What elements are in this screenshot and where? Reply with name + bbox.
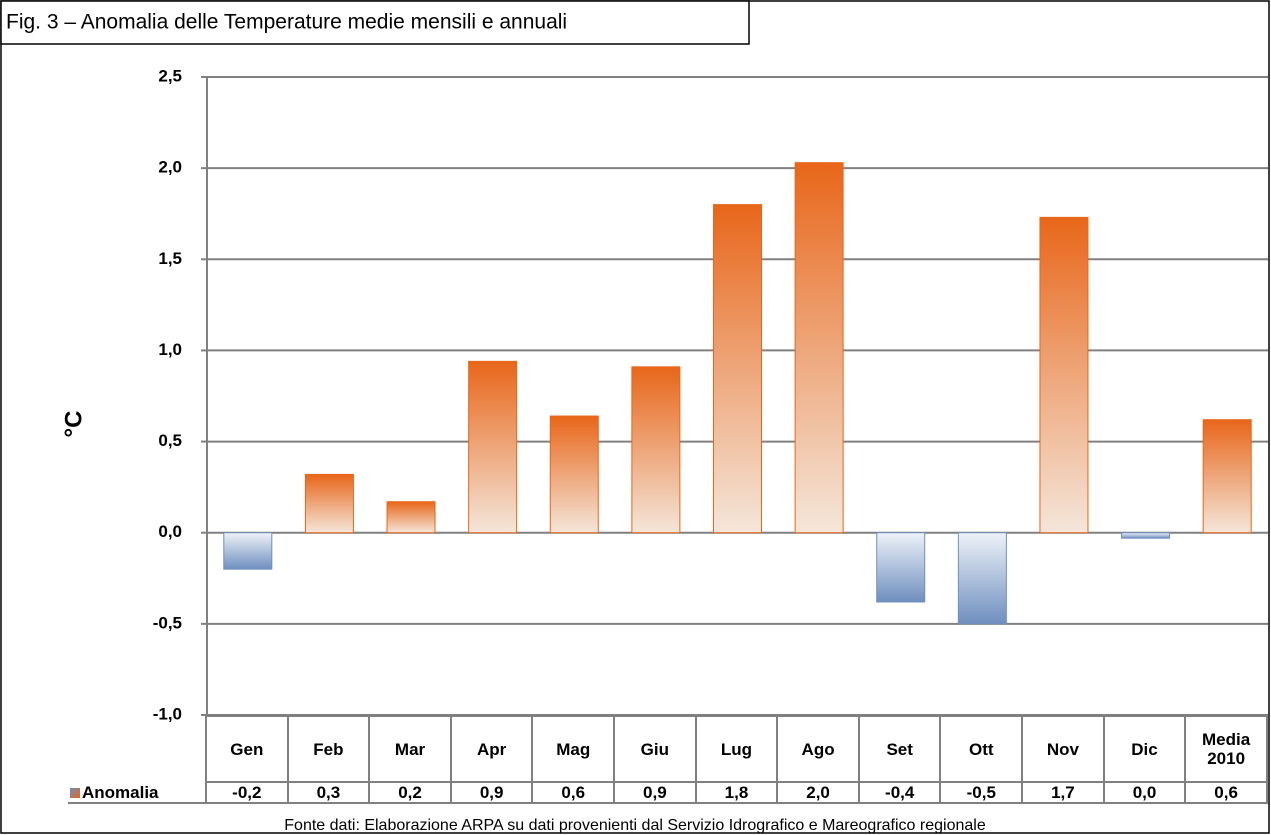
data-label: -0,4 xyxy=(857,781,942,804)
legend-swatch xyxy=(70,787,80,798)
y-tick-label: 2,0 xyxy=(158,158,182,177)
data-label: 0,2 xyxy=(368,781,452,804)
category-row: Gen Feb Mar Apr Mag Giu Lug Ago Set Ott Nov Dic Medi… xyxy=(68,715,1268,783)
x-tick-label: Apr xyxy=(449,715,534,783)
x-tick-label: Gen xyxy=(205,715,289,783)
bar xyxy=(1202,419,1252,534)
bar xyxy=(549,415,599,534)
bar xyxy=(468,360,518,534)
bar xyxy=(1039,216,1089,534)
data-label: 0,6 xyxy=(531,781,616,804)
x-tick-label: Media 2010 xyxy=(1184,715,1268,783)
data-label: -0,2 xyxy=(205,781,289,804)
data-label: 0,9 xyxy=(449,781,534,804)
footnote: Fonte dati: Elaborazione ARPA su dati pr… xyxy=(284,817,986,834)
data-label: 0,3 xyxy=(286,781,371,804)
value-row: Anomalia -0,2 0,3 0,2 0,9 0,6 0,9 1,8 2,0 -0,4 -0,… xyxy=(68,781,1268,804)
x-tick-label: Mag xyxy=(531,715,616,783)
bar xyxy=(386,501,436,534)
y-tick-label: 0,5 xyxy=(158,431,182,450)
data-label: 1,7 xyxy=(1021,781,1105,804)
bar xyxy=(876,532,926,603)
legend-cell: Anomalia xyxy=(68,782,207,804)
data-label: 0,0 xyxy=(1102,781,1187,804)
x-tick-label: Feb xyxy=(286,715,371,783)
chart-title: Fig. 3 – Anomalia delle Temperature medi… xyxy=(6,11,567,34)
y-tick-label: -0,5 xyxy=(153,613,182,632)
data-label: -0,5 xyxy=(939,781,1024,804)
bar xyxy=(794,162,844,534)
y-tick-label: 1,5 xyxy=(158,249,182,268)
bar xyxy=(957,532,1007,625)
y-tick-label: 2,5 xyxy=(158,66,182,85)
data-table: Gen Feb Mar Apr Mag Giu Lug Ago Set Ott Nov Dic Medi… xyxy=(68,715,1268,804)
title-box xyxy=(0,0,750,45)
y-axis-label: °C xyxy=(60,411,87,438)
bar xyxy=(631,366,681,534)
data-label: 0,6 xyxy=(1184,781,1268,804)
y-tick-label: 1,0 xyxy=(158,340,182,359)
data-label: 0,9 xyxy=(613,781,697,804)
corner xyxy=(68,716,207,782)
x-tick-label: Giu xyxy=(613,715,697,783)
x-tick-label: Ago xyxy=(776,715,860,783)
x-tick-label: Set xyxy=(857,715,942,783)
data-label: 2,0 xyxy=(776,781,860,804)
y-tick-label: 0,0 xyxy=(158,522,182,541)
x-tick-label: Dic xyxy=(1102,715,1187,783)
data-label: 1,8 xyxy=(694,781,779,804)
x-tick-label: Mar xyxy=(368,715,452,783)
x-tick-label: Lug xyxy=(694,715,779,783)
bar xyxy=(1121,532,1171,539)
x-tick-label: Nov xyxy=(1021,715,1105,783)
bar xyxy=(304,473,354,534)
legend-label: Anomalia xyxy=(82,782,159,802)
bar xyxy=(223,532,273,570)
bar xyxy=(713,204,762,534)
x-tick-label: Ott xyxy=(939,715,1024,783)
